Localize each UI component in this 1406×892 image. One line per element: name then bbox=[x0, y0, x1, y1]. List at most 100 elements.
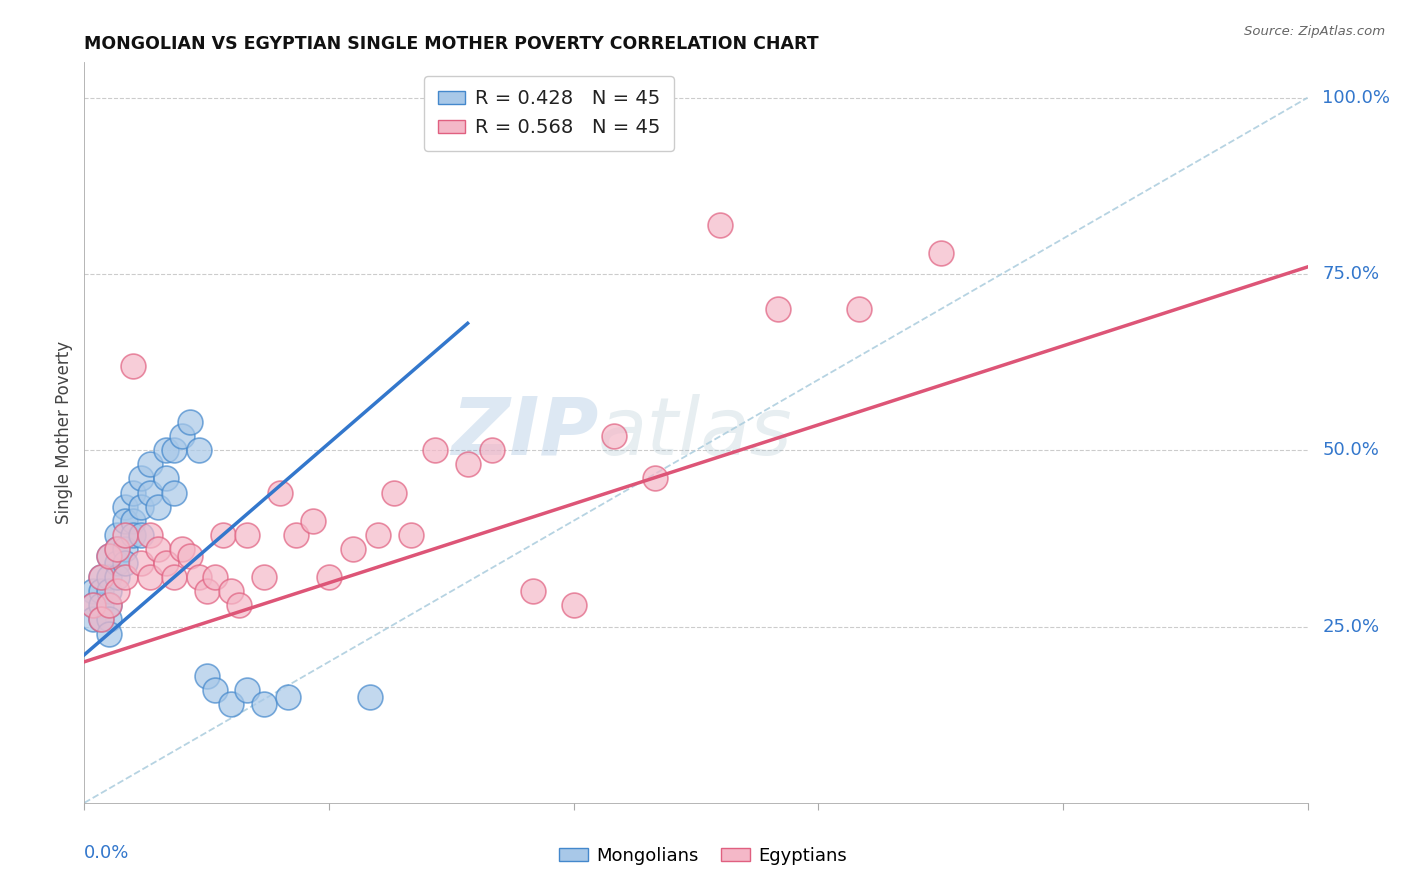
Point bbox=[236, 683, 259, 698]
Point bbox=[155, 556, 177, 570]
Point bbox=[399, 528, 422, 542]
Text: 100.0%: 100.0% bbox=[1322, 88, 1391, 107]
Point bbox=[644, 471, 666, 485]
Text: atlas: atlas bbox=[598, 393, 793, 472]
Point bbox=[212, 528, 235, 542]
Point bbox=[97, 599, 120, 613]
Legend: R = 0.428   N = 45, R = 0.568   N = 45: R = 0.428 N = 45, R = 0.568 N = 45 bbox=[425, 76, 673, 151]
Point bbox=[105, 528, 128, 542]
Text: Source: ZipAtlas.com: Source: ZipAtlas.com bbox=[1244, 25, 1385, 38]
Point bbox=[195, 669, 218, 683]
Point bbox=[105, 556, 128, 570]
Text: 25.0%: 25.0% bbox=[1322, 617, 1379, 635]
Point bbox=[219, 697, 242, 711]
Point bbox=[522, 584, 544, 599]
Point bbox=[172, 429, 194, 443]
Point bbox=[367, 528, 389, 542]
Point bbox=[423, 443, 446, 458]
Point bbox=[90, 570, 112, 584]
Text: MONGOLIAN VS EGYPTIAN SINGLE MOTHER POVERTY CORRELATION CHART: MONGOLIAN VS EGYPTIAN SINGLE MOTHER POVE… bbox=[84, 35, 818, 53]
Point bbox=[277, 690, 299, 704]
Point bbox=[97, 549, 120, 563]
Point bbox=[236, 528, 259, 542]
Point bbox=[562, 599, 585, 613]
Point bbox=[122, 485, 145, 500]
Point bbox=[253, 697, 276, 711]
Y-axis label: Single Mother Poverty: Single Mother Poverty bbox=[55, 341, 73, 524]
Point bbox=[122, 528, 145, 542]
Point bbox=[172, 541, 194, 556]
Point bbox=[187, 570, 209, 584]
Point bbox=[146, 500, 169, 514]
Point bbox=[105, 584, 128, 599]
Point bbox=[138, 485, 160, 500]
Point bbox=[114, 570, 136, 584]
Point bbox=[82, 599, 104, 613]
Point bbox=[82, 612, 104, 626]
Point bbox=[285, 528, 308, 542]
Point bbox=[131, 556, 153, 570]
Point bbox=[318, 570, 340, 584]
Text: 0.0%: 0.0% bbox=[84, 844, 129, 862]
Point bbox=[90, 612, 112, 626]
Point bbox=[342, 541, 364, 556]
Point bbox=[603, 429, 626, 443]
Point bbox=[848, 302, 870, 317]
Point bbox=[481, 443, 503, 458]
Point bbox=[195, 584, 218, 599]
Point bbox=[131, 500, 153, 514]
Point bbox=[138, 528, 160, 542]
Point bbox=[179, 415, 201, 429]
Point bbox=[146, 541, 169, 556]
Point bbox=[122, 359, 145, 373]
Point bbox=[929, 245, 952, 260]
Text: 50.0%: 50.0% bbox=[1322, 442, 1379, 459]
Point bbox=[457, 458, 479, 472]
Point bbox=[359, 690, 381, 704]
Point bbox=[138, 570, 160, 584]
Point bbox=[97, 612, 120, 626]
Point bbox=[155, 471, 177, 485]
Legend: Mongolians, Egyptians: Mongolians, Egyptians bbox=[551, 840, 855, 872]
Point bbox=[131, 528, 153, 542]
Point bbox=[138, 458, 160, 472]
Point bbox=[204, 683, 226, 698]
Text: 75.0%: 75.0% bbox=[1322, 265, 1379, 283]
Point bbox=[97, 584, 120, 599]
Point bbox=[122, 514, 145, 528]
Point bbox=[179, 549, 201, 563]
Point bbox=[163, 443, 186, 458]
Point bbox=[114, 500, 136, 514]
Point bbox=[204, 570, 226, 584]
Point bbox=[187, 443, 209, 458]
Point bbox=[382, 485, 405, 500]
Point bbox=[155, 443, 177, 458]
Point bbox=[90, 584, 112, 599]
Point bbox=[114, 556, 136, 570]
Point bbox=[90, 570, 112, 584]
Point bbox=[105, 541, 128, 556]
Point bbox=[97, 599, 120, 613]
Point bbox=[105, 570, 128, 584]
Point bbox=[114, 541, 136, 556]
Point bbox=[97, 549, 120, 563]
Point bbox=[97, 570, 120, 584]
Point bbox=[82, 584, 104, 599]
Point bbox=[228, 599, 250, 613]
Point bbox=[301, 514, 323, 528]
Point bbox=[219, 584, 242, 599]
Point bbox=[82, 599, 104, 613]
Point bbox=[269, 485, 291, 500]
Point bbox=[131, 471, 153, 485]
Point bbox=[457, 91, 479, 105]
Point bbox=[105, 541, 128, 556]
Point bbox=[97, 626, 120, 640]
Point bbox=[709, 218, 731, 232]
Point bbox=[90, 599, 112, 613]
Point bbox=[114, 514, 136, 528]
Point bbox=[163, 485, 186, 500]
Point bbox=[163, 570, 186, 584]
Point bbox=[90, 612, 112, 626]
Point bbox=[766, 302, 789, 317]
Text: ZIP: ZIP bbox=[451, 393, 598, 472]
